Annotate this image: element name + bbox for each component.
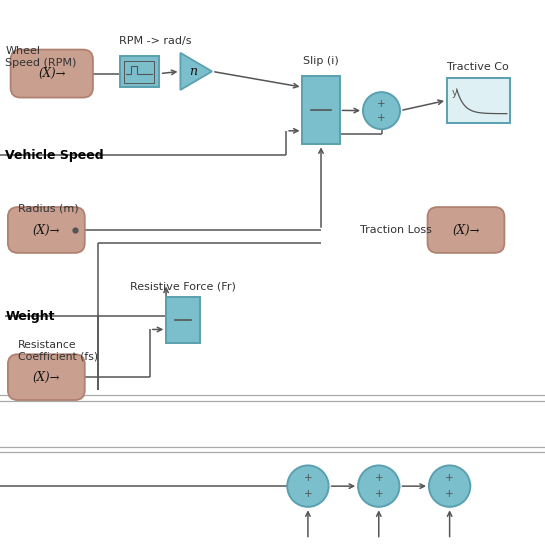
Text: (X)→: (X)→ (33, 371, 60, 384)
Text: (X)→: (X)→ (33, 223, 60, 237)
Bar (166, 297, 200, 343)
Text: Vehicle Speed: Vehicle Speed (5, 149, 104, 162)
Text: Radius (m): Radius (m) (18, 204, 78, 214)
Text: +: + (304, 489, 312, 499)
Bar (302, 76, 340, 144)
Text: RPM -> rad/s: RPM -> rad/s (119, 36, 192, 46)
Text: +: + (374, 473, 383, 483)
Bar (124, 61, 154, 83)
Text: +: + (445, 473, 454, 483)
FancyBboxPatch shape (8, 354, 85, 400)
Text: Weight: Weight (5, 310, 55, 323)
FancyBboxPatch shape (11, 50, 93, 98)
Text: Tractive Co: Tractive Co (447, 63, 509, 72)
Circle shape (363, 92, 400, 129)
Text: (X)→: (X)→ (38, 67, 65, 80)
Bar (120, 56, 159, 87)
Polygon shape (180, 53, 212, 90)
Text: n: n (189, 65, 197, 78)
Text: Resistive Force (Fr): Resistive Force (Fr) (130, 282, 236, 292)
Text: (X)→: (X)→ (452, 223, 480, 237)
Text: +: + (374, 489, 383, 499)
Circle shape (358, 465, 399, 507)
Circle shape (287, 465, 329, 507)
Text: Wheel
Speed (RPM): Wheel Speed (RPM) (5, 46, 77, 68)
FancyBboxPatch shape (428, 207, 505, 253)
Text: Slip (i): Slip (i) (303, 57, 339, 66)
Text: +: + (445, 489, 454, 499)
Text: Resistance
Coefficient (fs): Resistance Coefficient (fs) (18, 340, 98, 362)
Text: +: + (304, 473, 312, 483)
Text: +: + (377, 113, 386, 123)
Text: y: y (451, 88, 457, 98)
FancyBboxPatch shape (8, 207, 85, 253)
Text: Traction Loss: Traction Loss (360, 225, 432, 235)
Bar (447, 78, 510, 123)
Text: +: + (377, 99, 386, 108)
Circle shape (429, 465, 470, 507)
